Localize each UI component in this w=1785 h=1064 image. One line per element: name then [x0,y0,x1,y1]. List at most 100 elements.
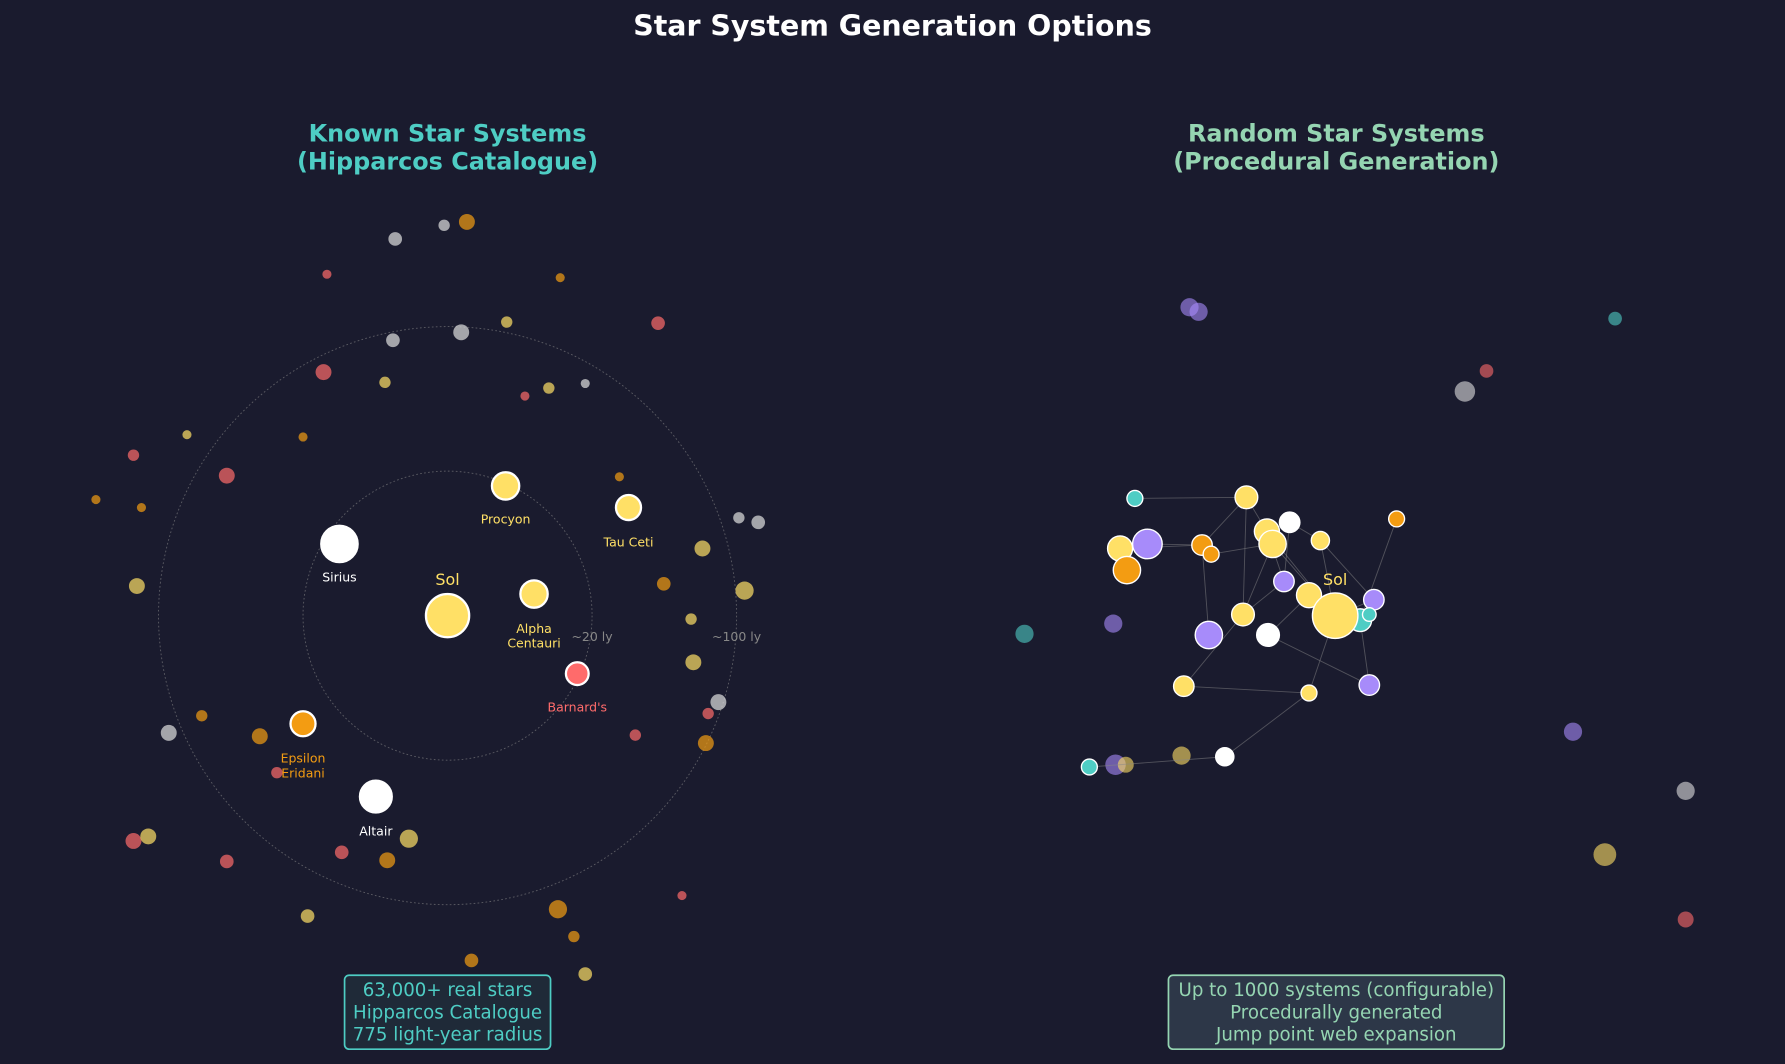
background-star [128,578,145,595]
jump-link [1224,692,1310,758]
info-text: Hipparcos Catalogue [353,1002,542,1023]
system-star [1080,758,1099,776]
ring-inner [302,470,593,761]
background-star [520,391,530,401]
background-star [379,852,396,869]
jump-link [1201,545,1210,636]
background-star [399,829,418,848]
named-star [320,524,359,564]
star-label: Sol [435,570,459,589]
background-star [127,449,140,461]
panel-title: Random Star Systems [1188,119,1485,147]
system-star [1278,511,1301,534]
ring-label: ~20 ly [571,629,613,644]
star-label: Eridani [281,765,325,780]
background-star [182,430,192,440]
background-star [694,540,711,557]
background-star [379,376,391,389]
named-star [490,471,521,501]
jump-link [1242,497,1247,615]
system-star [1273,570,1295,593]
background-star [136,502,146,513]
background-star [548,900,568,919]
background-star [735,581,754,600]
info-box [1167,974,1506,1051]
info-text: Procedurally generated [1230,1002,1442,1023]
background-star [568,930,580,943]
background-star [677,891,687,901]
named-star [358,779,393,814]
system-star [1258,529,1287,559]
system-star [1215,746,1235,767]
system-star [1300,684,1318,702]
background-star [196,710,208,722]
figure-title: Star System Generation Options [633,9,1152,42]
info-text: 63,000+ real stars [363,980,533,1001]
background-star [1189,302,1208,321]
background-star [501,316,513,328]
random-panel: Random Star Systems(Procedural Generatio… [1015,119,1695,1051]
system-star [1202,545,1220,563]
background-star [580,378,590,389]
background-star [702,707,714,720]
star-label: Alpha [516,621,552,636]
background-star [1104,614,1123,633]
jump-link [1183,685,1310,694]
background-star [271,766,283,779]
background-star [334,845,349,860]
background-star [543,382,555,394]
ring-label: ~100 ly [712,629,762,644]
background-star [685,613,697,625]
star-label: Tau Ceti [603,534,654,549]
background-star [555,273,565,283]
system-star [1131,528,1163,560]
system-star [1126,489,1144,508]
info-text: Up to 1000 systems (configurable) [1179,980,1495,1001]
background-star [1015,624,1034,643]
background-star [685,654,702,671]
panel-title: Known Star Systems [309,119,587,147]
background-star [322,269,332,279]
background-star [251,728,268,745]
ring-outer [158,326,738,906]
system-star [1311,592,1359,640]
background-star [458,213,475,230]
info-text: Jump point web expansion [1215,1025,1457,1046]
named-star [519,579,549,609]
named-star [564,661,590,687]
system-star [1194,620,1224,650]
background-star [160,724,177,741]
background-star [1608,311,1622,326]
named-star [614,493,643,522]
system-star [1255,622,1281,648]
jump-link [1183,614,1244,687]
background-star [388,232,403,246]
background-star [386,333,400,348]
background-star [629,729,642,741]
system-star [1387,510,1406,528]
background-star [140,828,157,845]
background-star [1677,911,1694,928]
star-label: Centauri [507,636,560,651]
system-star [1310,530,1331,551]
background-star [438,219,450,232]
background-star [1479,364,1494,378]
background-star [710,694,727,711]
system-star [1230,602,1256,627]
jump-link [1134,496,1247,499]
background-star [298,432,308,442]
background-star [1172,746,1191,765]
background-star [614,472,624,482]
star-label: Procyon [481,512,531,527]
background-star [219,854,234,869]
background-star [125,832,142,849]
system-star [1234,485,1259,510]
system-star [1361,606,1377,623]
system-star [1172,675,1195,698]
background-star [697,735,714,752]
background-star [315,364,332,381]
system-star [1358,674,1381,696]
jump-link [1320,540,1375,601]
